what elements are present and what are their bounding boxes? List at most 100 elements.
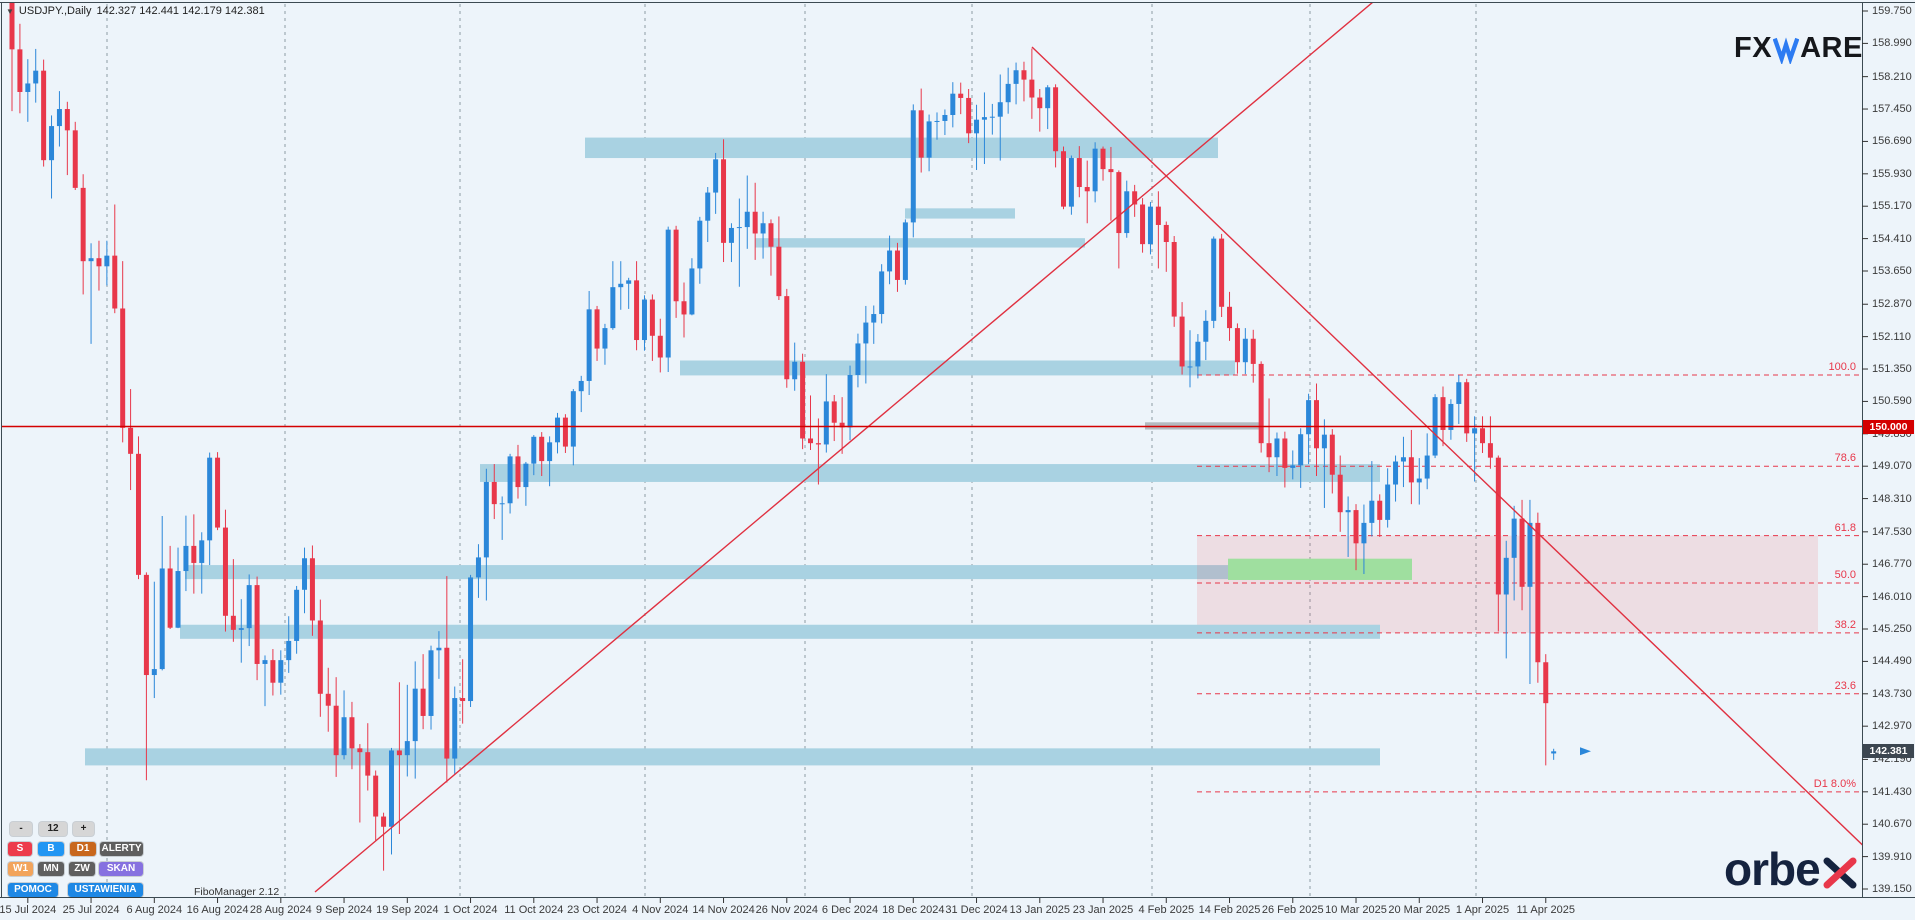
supply-zone-154[interactable]	[755, 238, 1085, 248]
candle	[9, 3, 15, 112]
ascending-trendline[interactable]	[314, 2, 1373, 893]
price-axis-label: 151.350	[1872, 363, 1912, 376]
date-axis-label: 23 Oct 2024	[567, 904, 627, 916]
candle	[199, 532, 205, 594]
supply-zone-155[interactable]	[905, 208, 1015, 219]
candle	[958, 82, 964, 115]
candle	[88, 243, 94, 344]
plot-area[interactable]	[0, 0, 1875, 897]
toolbar-button-ustawienia[interactable]: USTAWIENIA	[68, 883, 143, 897]
candle	[808, 395, 814, 450]
descending-trendline[interactable]	[1031, 46, 1875, 857]
candle-body	[278, 660, 284, 683]
candle-body	[1480, 428, 1486, 444]
candle	[815, 418, 821, 485]
candle-body	[665, 229, 671, 358]
candle-body	[744, 211, 750, 228]
candle-body	[1053, 87, 1059, 152]
candle-body	[981, 117, 987, 120]
candle-body	[333, 705, 339, 756]
candle	[1487, 416, 1493, 469]
candle-body	[128, 427, 134, 454]
toolbar-button-alerty[interactable]: ALERTY	[100, 842, 143, 856]
candle-body	[705, 192, 711, 221]
candle	[412, 661, 418, 779]
candle-body	[444, 647, 450, 759]
zone-145[interactable]	[180, 624, 1380, 639]
price-axis-label: 152.110	[1872, 330, 1911, 343]
price-axis-label: 155.170	[1872, 200, 1912, 213]
toolbar-button-s[interactable]: S	[8, 842, 32, 856]
toolbar-button-12[interactable]: 12	[39, 822, 67, 836]
toolbar-button-skan[interactable]: SKAN	[99, 862, 143, 876]
fxware-text-right: ARE	[1800, 32, 1863, 64]
zone-151[interactable]	[680, 360, 1235, 376]
candle	[396, 682, 402, 835]
candle	[1076, 146, 1082, 198]
candle	[444, 576, 450, 783]
candle-body	[80, 187, 86, 262]
candle	[942, 109, 948, 136]
candle	[1543, 654, 1549, 766]
candle-body	[199, 540, 205, 563]
candle	[918, 88, 924, 173]
candle-body	[1029, 79, 1035, 98]
date-axis-label: 11 Apr 2025	[1516, 904, 1576, 916]
toolbar-button-pomoc[interactable]: POMOC	[8, 883, 58, 897]
price-axis-label: 155.930	[1872, 167, 1912, 180]
green-target-zone[interactable]	[1228, 558, 1412, 580]
price-axis-label: 153.650	[1872, 264, 1912, 277]
candle	[436, 631, 442, 679]
candle-body	[104, 255, 110, 267]
candle	[1369, 461, 1375, 537]
candle-body	[578, 380, 584, 392]
candle-body	[1385, 484, 1391, 520]
candle	[302, 547, 308, 614]
toolbar-button-[interactable]: +	[73, 822, 94, 836]
candle-body	[112, 255, 118, 309]
candle	[1203, 310, 1209, 361]
price-axis-label: 152.870	[1872, 298, 1912, 311]
toolbar-button-d1[interactable]: D1	[70, 842, 96, 856]
toolbar-button-w1[interactable]: W1	[8, 862, 33, 876]
candle	[721, 139, 727, 263]
demand-zone-142[interactable]	[85, 748, 1380, 766]
candle-body	[309, 558, 315, 621]
candle	[626, 277, 632, 309]
toolbar-button-mn[interactable]: MN	[38, 862, 64, 876]
candle-body	[41, 70, 47, 161]
toolbar-button-b[interactable]: B	[38, 842, 64, 856]
date-axis-label: 18 Dec 2024	[882, 904, 945, 916]
candle-body	[736, 227, 742, 229]
supply-zone-156[interactable]	[585, 137, 1218, 159]
toolbar-button-zw[interactable]: ZW	[69, 862, 95, 876]
candle-body	[523, 463, 529, 488]
candle	[1353, 504, 1359, 571]
candle	[1021, 61, 1027, 102]
toolbar-button-[interactable]: -	[10, 822, 32, 836]
symbol-dropdown-icon[interactable]: ▼	[6, 6, 14, 16]
candle	[1116, 170, 1122, 269]
ohlc-values: 142.327 142.441 142.179 142.381	[96, 5, 265, 17]
candle	[641, 295, 647, 351]
candle-body	[56, 109, 62, 127]
candle	[215, 452, 221, 531]
zone-146[interactable]	[185, 565, 1228, 580]
candle	[728, 223, 734, 263]
symbol-info-bar[interactable]: ▼ USDJPY.,Daily 142.327 142.441 142.179 …	[6, 5, 265, 17]
candle	[1108, 146, 1114, 221]
zone-149[interactable]	[480, 464, 1380, 482]
fib-level-label: 50.0	[1834, 568, 1856, 581]
candle	[1290, 450, 1296, 480]
candle	[460, 659, 466, 724]
price-axis-label: 139.910	[1872, 850, 1912, 863]
candle	[507, 453, 513, 514]
candle-body	[958, 93, 964, 98]
price-axis-label: 158.210	[1872, 70, 1912, 83]
candle-body	[1195, 341, 1201, 367]
candle	[491, 464, 497, 520]
candle-body	[1456, 382, 1462, 404]
candle-body	[1472, 428, 1478, 434]
candle-body	[175, 571, 181, 628]
